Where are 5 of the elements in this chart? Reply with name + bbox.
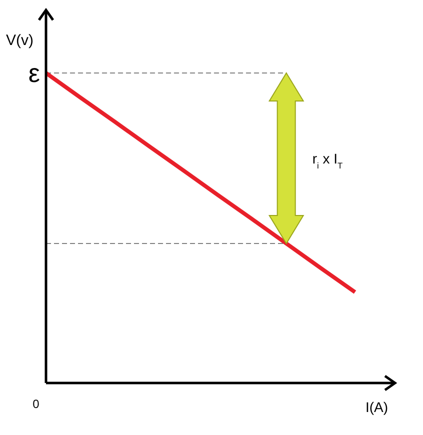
text: 0 bbox=[32, 397, 40, 411]
y-axis-title: V(v) bbox=[6, 32, 34, 49]
text: ε bbox=[28, 58, 40, 88]
annotation: r$_{i}$ x I$_{T}$ bbox=[312, 150, 343, 170]
x-axis-title: I(A) bbox=[365, 399, 388, 415]
